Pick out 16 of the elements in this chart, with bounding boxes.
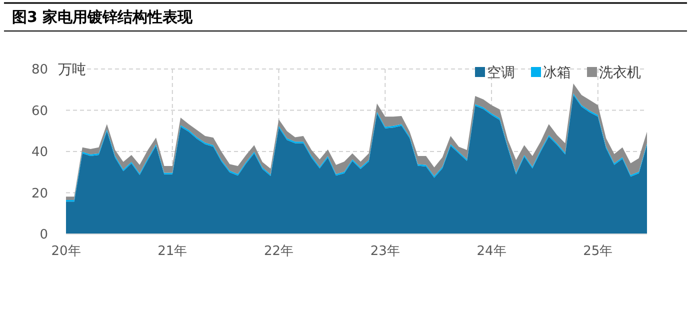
x-tick-label: 20年 (51, 244, 81, 259)
y-tick-label: 0 (40, 228, 48, 243)
x-tick-label: 21年 (158, 244, 188, 259)
x-tick-label: 25年 (583, 244, 613, 259)
y-tick-label: 40 (31, 145, 48, 160)
chart-title: 图3 家电用镀锌结构性表现 (12, 8, 194, 26)
y-tick-label: 60 (31, 104, 48, 119)
x-tick-label: 22年 (264, 244, 294, 259)
legend-label: 洗衣机 (599, 64, 641, 81)
y-tick-label: 20 (31, 186, 48, 202)
legend-label: 冰箱 (543, 64, 571, 81)
x-tick-label: 24年 (476, 244, 506, 259)
legend-label: 空调 (487, 64, 515, 81)
y-tick-label: 80 (31, 62, 48, 78)
x-tick-label: 23年 (370, 244, 400, 259)
y-axis-title: 万吨 (58, 62, 86, 78)
